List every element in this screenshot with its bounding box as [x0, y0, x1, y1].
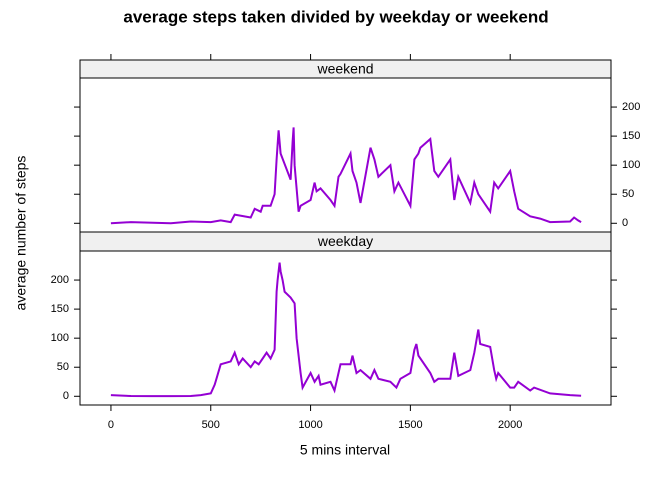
chart-title: average steps taken divided by weekday o… — [123, 7, 548, 26]
y-tick-label: 0 — [63, 390, 69, 402]
y-tick-label: 100 — [51, 332, 69, 344]
x-axis-label: 5 mins interval — [300, 442, 390, 458]
y-tick-label: 0 — [622, 217, 628, 229]
data-line — [110, 262, 582, 398]
y-tick-label: 200 — [622, 101, 640, 113]
strip-label: weekend — [316, 61, 373, 77]
y-tick-label: 50 — [57, 361, 69, 373]
y-tick-label: 200 — [51, 274, 69, 286]
x-tick-label: 500 — [202, 419, 220, 431]
panel-frame — [79, 250, 612, 406]
y-tick-label: 150 — [622, 130, 640, 142]
data-line — [110, 127, 582, 225]
panel-frame — [79, 77, 612, 233]
y-axis-label: average number of steps — [13, 156, 29, 311]
y-tick-label: 50 — [622, 188, 634, 200]
strip-label: weekday — [317, 233, 373, 249]
x-tick-label: 0 — [108, 419, 114, 431]
x-tick-label: 1500 — [398, 419, 422, 431]
x-tick-label: 2000 — [498, 419, 522, 431]
y-tick-label: 150 — [51, 303, 69, 315]
x-tick-label: 1000 — [298, 419, 322, 431]
y-tick-label: 100 — [622, 159, 640, 171]
